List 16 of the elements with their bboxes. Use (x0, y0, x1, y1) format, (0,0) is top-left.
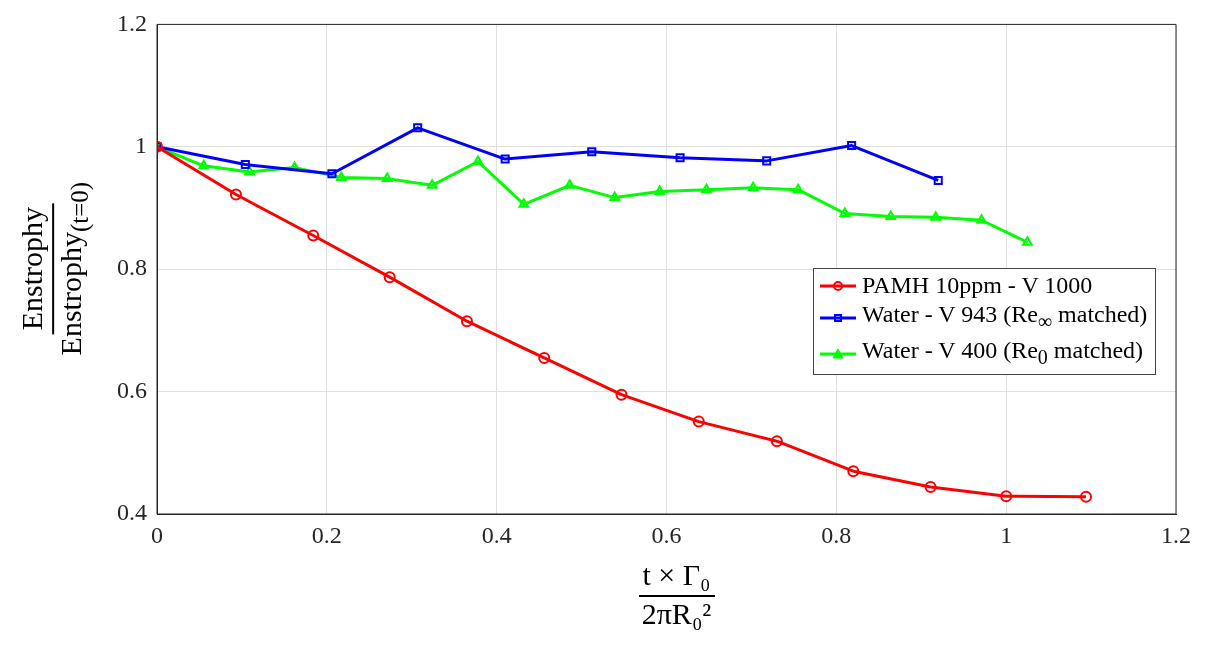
x-tick-label: 1.2 (1161, 521, 1191, 548)
y-tick-label: 0.8 (117, 254, 147, 281)
x-tick-label: 1 (1000, 521, 1013, 548)
y-tick-label: 0.6 (117, 376, 147, 403)
legend-label: Water - V 943 (Re$_{∞}$ matched) (862, 300, 1148, 334)
x-tick-label: 0.8 (821, 521, 852, 548)
y-tick-label: 1.2 (117, 9, 147, 36)
y-tick-label: 1 (135, 132, 147, 159)
x-tick-label: 0.2 (311, 521, 342, 548)
x-tick-label: 0.4 (481, 521, 512, 548)
x-tick-label: 0.6 (651, 521, 682, 548)
legend-label: Water - V 400 (Re$_{0}$ matched) (862, 335, 1144, 370)
legend-label: PAMH 10ppm - V 1000 (862, 271, 1093, 300)
y-tick-label: 0.4 (117, 499, 147, 526)
x-tick-label: 0 (151, 521, 163, 548)
x-axis-title: t × Γ₀ 2πR₀² (640, 558, 713, 631)
